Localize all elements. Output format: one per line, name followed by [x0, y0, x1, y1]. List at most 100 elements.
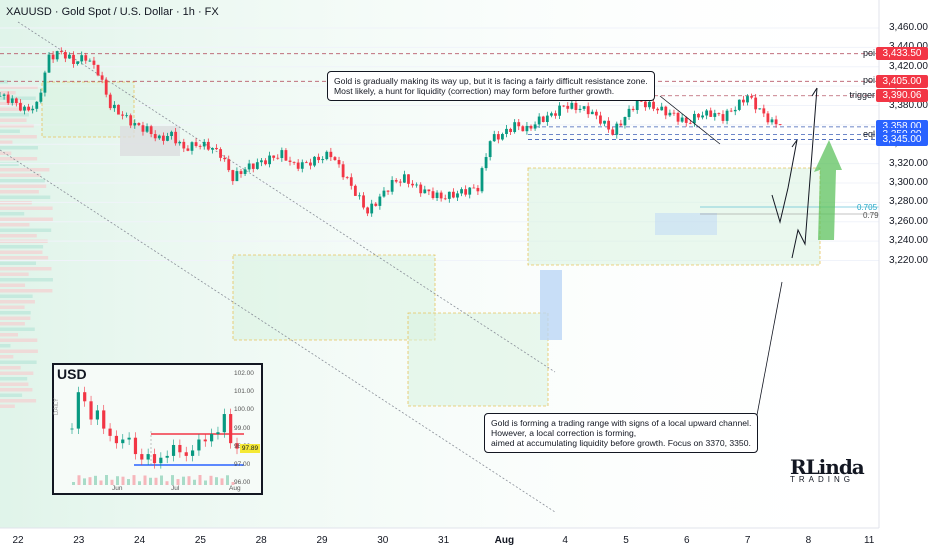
- candle-body: [603, 120, 606, 124]
- candle-body: [59, 51, 63, 53]
- candle-body: [125, 115, 129, 117]
- candle-body: [2, 94, 6, 96]
- candle-body: [554, 113, 557, 116]
- inset-volume-bar: [165, 481, 169, 485]
- candle-body: [566, 105, 570, 109]
- candle-body: [439, 192, 443, 199]
- candle-body: [235, 171, 239, 182]
- consolidation-zone: [232, 254, 436, 341]
- candle-body: [398, 181, 402, 183]
- candle-body: [170, 131, 173, 137]
- pointer-line-top: [659, 95, 721, 145]
- candle-body: [705, 110, 709, 116]
- candle-body: [488, 141, 492, 158]
- candle-body: [484, 157, 488, 169]
- inset-current-label: 97.89: [240, 444, 260, 453]
- projection-path-2: [791, 87, 818, 259]
- candle-body: [635, 98, 639, 111]
- candle-body: [317, 156, 321, 161]
- inset-volume-bar: [88, 477, 92, 485]
- candle-body: [611, 129, 615, 135]
- candle-body: [206, 141, 210, 150]
- inset-candle-body: [102, 410, 106, 429]
- candle-body: [423, 189, 427, 194]
- candle-body: [366, 207, 370, 214]
- price-tick-label: 3,220.00: [889, 254, 928, 266]
- volume-profile-bar: [0, 190, 39, 194]
- candle-body: [725, 110, 729, 121]
- volume-profile-bar: [0, 316, 31, 320]
- candle-body: [84, 55, 88, 61]
- bottom-annotation-line-3: aimed at accumulating liquidity before g…: [491, 438, 751, 448]
- inset-volume-bar: [149, 477, 152, 485]
- volume-profile-bar: [0, 267, 52, 271]
- inset-volume-bar: [121, 476, 125, 485]
- fib-705-label: 0.705: [857, 203, 878, 212]
- candle-body: [419, 184, 423, 194]
- inset-price-tick: 97.00: [234, 461, 251, 468]
- candle-body: [215, 147, 218, 150]
- volume-profile-bar: [0, 377, 28, 381]
- candle-body: [529, 125, 533, 129]
- candle-body: [186, 148, 190, 151]
- volume-profile-bar: [0, 107, 32, 111]
- candle-body: [313, 156, 316, 166]
- candle-body: [619, 123, 623, 126]
- inset-candle-body: [216, 432, 220, 435]
- candle-body: [96, 64, 100, 76]
- candle-body: [300, 162, 304, 169]
- candle-body: [742, 99, 745, 103]
- candle-body: [47, 54, 51, 73]
- candle-body: [349, 177, 353, 186]
- price-level-label: 3,390.06: [876, 89, 928, 103]
- top-annotation-line-1: Gold is gradually making its way up, but…: [334, 76, 648, 86]
- candle-body: [280, 150, 284, 159]
- candle-body: [431, 191, 435, 199]
- candle-body: [533, 124, 537, 129]
- candle-body: [231, 170, 235, 182]
- price-tick-label: 3,320.00: [889, 157, 928, 169]
- level-name-label: trigger: [849, 89, 875, 100]
- inset-candle-body: [229, 414, 233, 444]
- volume-profile-bar: [0, 96, 36, 100]
- candle-body: [680, 117, 684, 122]
- volume-profile-bar: [0, 338, 38, 342]
- inset-candle-body: [171, 444, 176, 456]
- usd-inset-chart: USD DAILY 102.00101.00100.0099.0098.0097…: [52, 363, 263, 495]
- inset-candle-body: [235, 443, 239, 449]
- inset-background: [54, 365, 261, 493]
- volume-profile-bar: [0, 80, 8, 84]
- candle-body: [51, 54, 55, 60]
- inset-volume-bar: [99, 480, 103, 485]
- candle-body: [325, 151, 329, 160]
- candle-body: [435, 192, 439, 199]
- time-tick-label: 5: [623, 535, 629, 546]
- time-tick-label: 6: [684, 535, 690, 546]
- volume-profile-bar: [0, 388, 33, 392]
- candle-body: [166, 136, 169, 141]
- candle-body: [578, 108, 582, 111]
- inset-candle-body: [127, 437, 131, 440]
- volume-profile-bar: [0, 360, 37, 364]
- candle-body: [243, 169, 247, 174]
- candle-body: [112, 104, 116, 109]
- volume-profile-bar: [0, 355, 14, 359]
- candle-body: [63, 52, 67, 59]
- candle-body: [717, 113, 721, 115]
- candle-body: [268, 155, 271, 165]
- time-tick-label: 8: [805, 535, 812, 546]
- volume-profile-bar: [0, 228, 52, 232]
- inset-volume-bar: [132, 475, 136, 485]
- volume-profile-bar: [0, 333, 18, 337]
- candle-body: [219, 149, 222, 158]
- candle-body: [296, 162, 300, 169]
- candle-body: [251, 163, 255, 169]
- candle-body: [117, 104, 120, 115]
- candle-body: [108, 94, 112, 109]
- candle-body: [227, 159, 231, 171]
- candle-body: [774, 119, 778, 125]
- volume-profile-bar: [0, 135, 37, 139]
- volume-profile-bar: [0, 223, 30, 227]
- candle-body: [480, 168, 484, 192]
- candle-body: [464, 189, 468, 195]
